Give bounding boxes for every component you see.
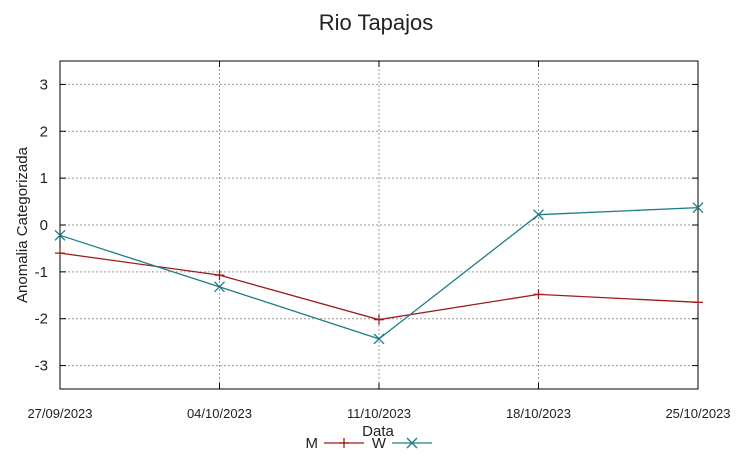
legend-label-w: W <box>372 435 387 452</box>
y-tick-label: 3 <box>40 76 48 93</box>
x-tick-label: 18/10/2023 <box>506 406 571 421</box>
data-point-w <box>692 202 704 214</box>
y-axis: -3 -2 -1 0 1 2 3 <box>35 76 698 375</box>
x-tick-label: 27/09/2023 <box>27 406 92 421</box>
y-tick-label: 2 <box>40 123 48 140</box>
grid-lines <box>60 61 698 389</box>
data-point-m <box>374 314 384 325</box>
x-axis: 27/09/2023 04/10/2023 11/10/2023 18/10/2023… <box>27 61 731 421</box>
legend-label-m: M <box>306 435 319 452</box>
y-tick-label: 0 <box>40 217 48 234</box>
chart-title: Rio Tapajos <box>319 10 434 35</box>
data-point-w <box>54 229 66 241</box>
y-tick-label: -3 <box>35 358 48 375</box>
data-point-w <box>533 209 544 221</box>
legend-marker-w <box>406 437 418 449</box>
x-tick-label: 11/10/2023 <box>347 406 411 421</box>
x-axis-label: Data <box>362 423 394 440</box>
x-tick-label: 04/10/2023 <box>187 406 252 421</box>
y-tick-label: 1 <box>40 170 48 187</box>
legend-marker-m <box>339 438 349 448</box>
data-point-w <box>214 281 225 293</box>
y-tick-label: -2 <box>35 311 48 328</box>
data-point-m <box>533 289 544 300</box>
data-point-w <box>373 333 385 345</box>
data-point-m <box>693 297 703 308</box>
data-point-m <box>214 270 225 281</box>
x-tick-label: 25/10/2023 <box>665 406 730 421</box>
y-axis-label: Anomalia Categorizada <box>14 146 31 303</box>
series-lines <box>54 202 704 345</box>
data-point-m <box>55 248 65 259</box>
y-tick-label: -1 <box>35 264 48 281</box>
